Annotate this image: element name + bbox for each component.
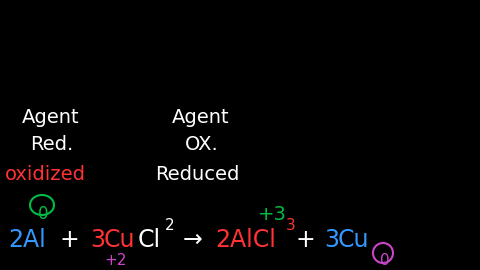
Text: +3: +3 bbox=[258, 205, 287, 224]
Text: 3: 3 bbox=[90, 228, 105, 252]
Text: +: + bbox=[60, 228, 80, 252]
Text: Agent: Agent bbox=[172, 108, 229, 127]
Text: 2: 2 bbox=[165, 218, 175, 233]
Text: OX.: OX. bbox=[185, 135, 219, 154]
Text: Agent: Agent bbox=[22, 108, 80, 127]
Text: Cl: Cl bbox=[138, 228, 161, 252]
Text: 3: 3 bbox=[324, 228, 339, 252]
Text: Cu: Cu bbox=[338, 228, 370, 252]
Text: 0: 0 bbox=[380, 253, 390, 268]
Text: 2AlCl: 2AlCl bbox=[215, 228, 276, 252]
Text: 2Al: 2Al bbox=[8, 228, 46, 252]
Text: →: → bbox=[183, 228, 203, 252]
Text: 3: 3 bbox=[286, 218, 296, 233]
Text: Red.: Red. bbox=[30, 135, 73, 154]
Text: Reduced: Reduced bbox=[155, 165, 240, 184]
Text: +2: +2 bbox=[104, 253, 126, 268]
Text: +: + bbox=[296, 228, 316, 252]
Text: 0: 0 bbox=[38, 205, 48, 223]
Text: oxidized: oxidized bbox=[5, 165, 86, 184]
Text: Cu: Cu bbox=[104, 228, 135, 252]
